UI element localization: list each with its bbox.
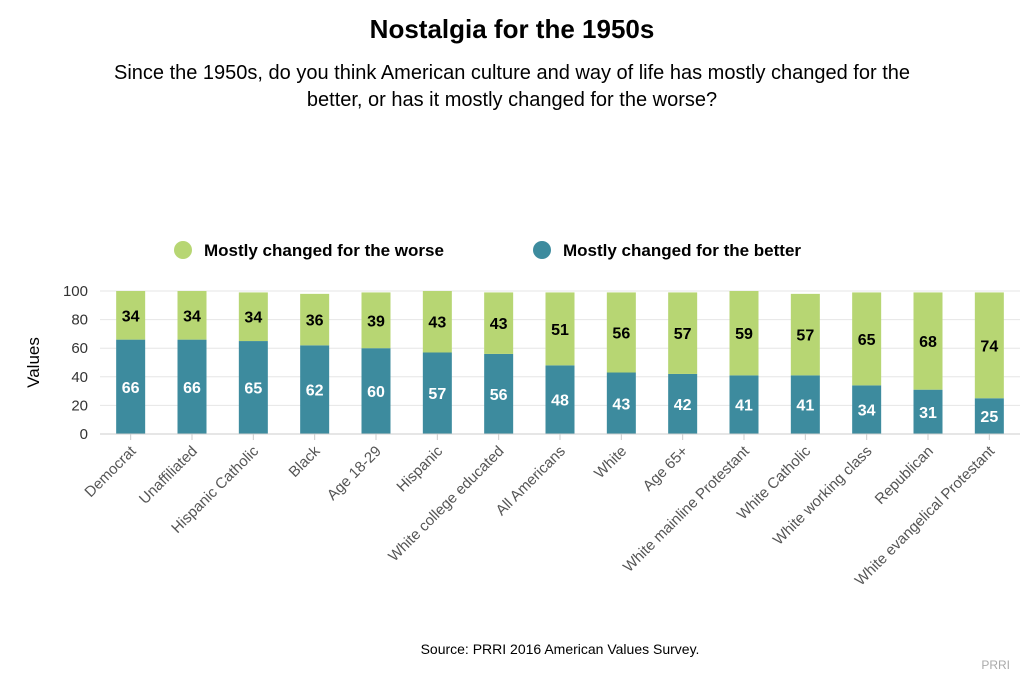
legend-label: Mostly changed for the better <box>563 241 801 260</box>
bar-segment <box>177 339 207 434</box>
y-tick-label: 40 <box>71 369 88 386</box>
bar-segment <box>300 345 330 434</box>
legend-label: Mostly changed for the worse <box>204 241 444 260</box>
data-label: 66 <box>183 380 201 397</box>
data-label: 34 <box>858 403 876 420</box>
data-label: 60 <box>367 384 385 401</box>
bars: 66 34 66 34 65 34 62 36 60 39 57 43 56 43 48 51 43 56 42 57… <box>116 291 1004 434</box>
data-label: 34 <box>244 310 262 327</box>
bar-segment <box>974 398 1004 434</box>
bar-segment <box>545 292 575 366</box>
data-label: 56 <box>490 387 508 404</box>
bar-segment <box>606 372 636 434</box>
legend-marker <box>174 241 192 259</box>
bar-segment <box>852 292 882 386</box>
data-label: 34 <box>122 308 140 325</box>
data-label: 36 <box>306 313 324 330</box>
bar-segment <box>913 389 943 434</box>
y-tick-label: 20 <box>71 397 88 414</box>
legend-marker <box>533 241 551 259</box>
bar-segment <box>729 375 759 434</box>
x-tick-label: Hispanic <box>393 442 446 495</box>
data-label: 51 <box>551 322 569 339</box>
bar-segment <box>974 292 1004 399</box>
y-axis-title: Values <box>24 337 43 388</box>
x-tick-label: Republican <box>872 443 937 508</box>
bar-segment <box>177 291 207 340</box>
data-label: 65 <box>858 332 876 349</box>
data-label: 57 <box>796 328 814 345</box>
x-tick-label: Black <box>286 442 324 480</box>
bar-segment <box>361 348 391 434</box>
bar-segment <box>790 293 820 376</box>
x-tick-label: Age 65+ <box>640 443 692 495</box>
bar-segment <box>606 292 636 373</box>
y-tick-label: 100 <box>63 283 88 300</box>
y-tick-label: 0 <box>80 426 88 443</box>
data-label: 43 <box>490 316 508 333</box>
data-label: 39 <box>367 313 385 330</box>
data-label: 57 <box>428 386 446 403</box>
data-label: 68 <box>919 334 937 351</box>
bar-segment <box>422 291 452 353</box>
data-label: 48 <box>551 393 569 410</box>
data-label: 34 <box>183 308 201 325</box>
data-label: 42 <box>674 397 692 414</box>
x-tick-label: Age 18-29 <box>324 443 385 504</box>
x-tick-label: White <box>591 443 630 482</box>
data-label: 43 <box>612 396 630 413</box>
bar-segment <box>790 375 820 434</box>
data-label: 31 <box>919 405 937 422</box>
bar-segment <box>238 292 268 342</box>
bar-segment <box>545 365 575 434</box>
legend: Mostly changed for the worse Mostly chang… <box>174 241 801 260</box>
chart-subtitle: Since the 1950s, do you think American c… <box>113 62 910 111</box>
x-tick-label: Unaffiliated <box>136 443 201 508</box>
bar-segment <box>668 292 698 374</box>
x-tick-label: White mainline Protestant <box>620 442 753 575</box>
source-note: Source: PRRI 2016 American Values Survey… <box>420 641 700 657</box>
data-label: 59 <box>735 326 753 343</box>
y-axis: 0 20 40 60 80 100 Values <box>24 283 88 443</box>
credit-text: PRRI <box>981 658 1010 672</box>
data-label: 41 <box>796 398 814 415</box>
bar-segment <box>116 291 146 340</box>
data-label: 62 <box>306 383 324 400</box>
y-tick-label: 80 <box>71 312 88 329</box>
data-label: 65 <box>244 381 262 398</box>
bar-segment <box>484 292 514 354</box>
data-label: 66 <box>122 380 140 397</box>
bar-segment <box>116 339 146 434</box>
y-tick-label: 60 <box>71 340 88 357</box>
bar-segment <box>852 385 882 434</box>
data-label: 56 <box>612 325 630 342</box>
data-label: 43 <box>428 315 446 332</box>
bar-segment <box>729 291 759 376</box>
x-tick-label: Democrat <box>81 442 140 501</box>
bar-segment <box>913 292 943 390</box>
bar-segment <box>484 353 514 434</box>
bar-segment <box>361 292 391 349</box>
data-label: 41 <box>735 398 753 415</box>
data-label: 25 <box>980 409 998 426</box>
x-tick-label: White college educated <box>385 443 507 565</box>
chart-title: Nostalgia for the 1950s <box>369 14 655 44</box>
bar-segment <box>668 373 698 434</box>
data-label: 57 <box>674 326 692 343</box>
data-label: 74 <box>980 338 998 355</box>
bar-segment <box>300 293 330 346</box>
bar-segment <box>422 352 452 434</box>
bar-segment <box>238 341 268 434</box>
